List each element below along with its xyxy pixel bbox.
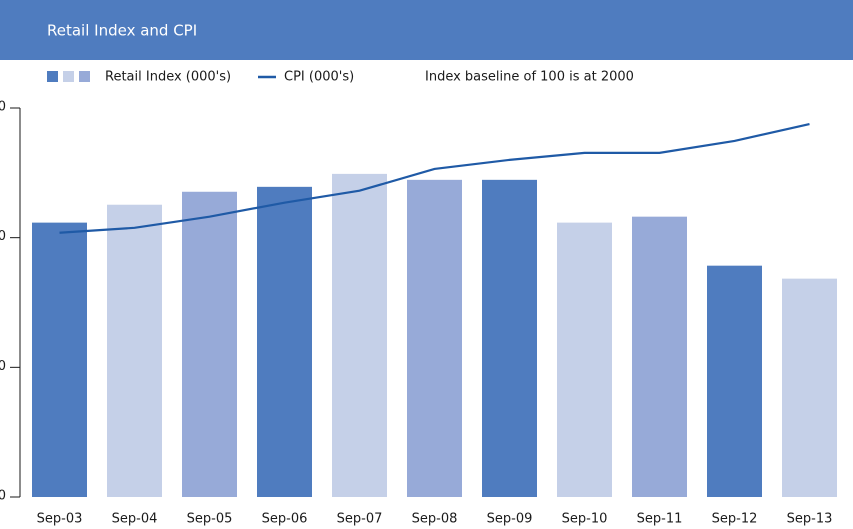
x-tick-label: Sep-07 [337,512,383,527]
legend-label: CPI (000's) [284,70,354,85]
bar [707,265,762,497]
header-band [0,0,853,60]
legend-swatch [79,71,90,82]
bar [482,179,537,497]
y-tick-label: 100 [0,229,6,244]
bar [407,179,462,497]
legend-label: Retail Index (000's) [105,70,231,85]
x-tick-label: Sep-05 [187,512,233,527]
x-tick-label: Sep-09 [487,512,533,527]
bar [182,191,237,498]
x-tick-label: Sep-08 [412,512,458,527]
x-tick-label: Sep-06 [262,512,308,527]
x-tick-label: Sep-13 [787,512,833,527]
x-tick-label: Sep-04 [112,512,158,527]
bar [332,173,387,497]
legend-swatch [63,71,74,82]
x-tick-label: Sep-12 [712,512,758,527]
bar [782,278,837,497]
bar [32,222,87,497]
bar [632,216,687,498]
bar [557,222,612,497]
chart-title: Retail Index and CPI [47,22,197,40]
bar [107,204,162,498]
cpi-line [59,123,810,234]
y-tick-label: 50 [0,359,6,374]
y-tick-label: 0 [0,489,6,504]
bar [257,186,312,497]
legend-swatch [47,71,58,82]
y-tick-label: 150 [0,100,6,115]
x-tick-label: Sep-10 [562,512,608,527]
x-tick-label: Sep-11 [637,512,683,527]
x-tick-label: Sep-03 [37,512,83,527]
note: Index baseline of 100 is at 2000 [425,70,634,85]
